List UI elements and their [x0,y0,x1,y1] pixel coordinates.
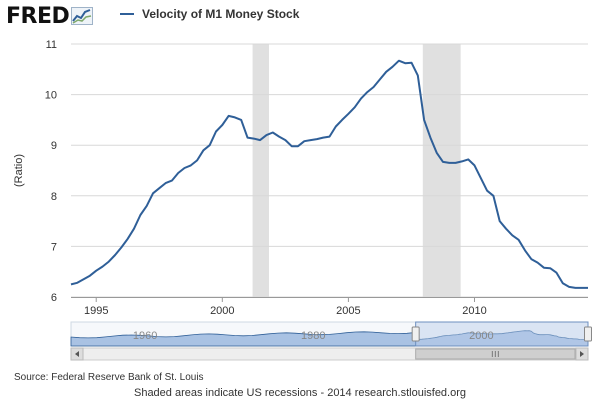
navigator-selection[interactable] [415,321,589,347]
source-note: Source: Federal Reserve Bank of St. Loui… [14,372,204,383]
y-tick-label: 7 [51,241,57,253]
x-tick-label: 2000 [210,305,234,317]
arrow-right-icon [580,351,584,357]
y-tick-label: 8 [51,191,57,203]
main-chart: 6 7 8 9 10 11 1995 2000 2005 2010 (Ratio) 1960 1980 2… [13,39,592,361]
y-axis-label: (Ratio) [13,154,25,187]
navigator-tick-label: 1960 [133,330,157,342]
arrow-left-icon [75,351,79,357]
y-tick-label: 9 [51,140,57,152]
recession-band [252,44,269,297]
legend-swatch [120,13,134,15]
x-tick-label: 1995 [84,305,108,317]
navigator-series-area [70,330,589,347]
series-line[interactable] [70,59,588,289]
navigator-handle-right[interactable] [584,326,592,342]
legend[interactable]: Velocity of M1 Money Stock [120,7,299,21]
chart-frame: 6 7 8 9 10 11 1995 2000 2005 2010 (Ratio) 1960 1980 2… [6,4,592,383]
x-tick-label: 2005 [336,305,360,317]
navigator-tick-label: 1980 [301,330,325,342]
legend-label: Velocity of M1 Money Stock [142,7,300,21]
y-tick-label: 10 [45,90,57,102]
footer-note: Shaded areas indicate US recessions - 20… [133,387,467,399]
chart-line-icon [71,7,94,25]
y-tick-label: 6 [51,292,57,304]
logo-text: FRED [6,4,70,29]
fred-logo[interactable]: FRED [6,4,94,29]
y-tick-label: 11 [46,39,57,51]
navigator-tick-label: 2000 [469,330,493,342]
recession-band [422,44,461,297]
x-tick-label: 2010 [462,305,486,317]
navigator-handle-left[interactable] [411,326,420,342]
